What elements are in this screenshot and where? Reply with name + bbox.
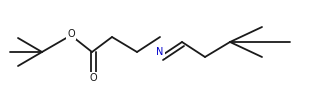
Text: O: O <box>89 73 97 83</box>
Text: O: O <box>67 29 75 39</box>
Text: N: N <box>156 47 164 57</box>
